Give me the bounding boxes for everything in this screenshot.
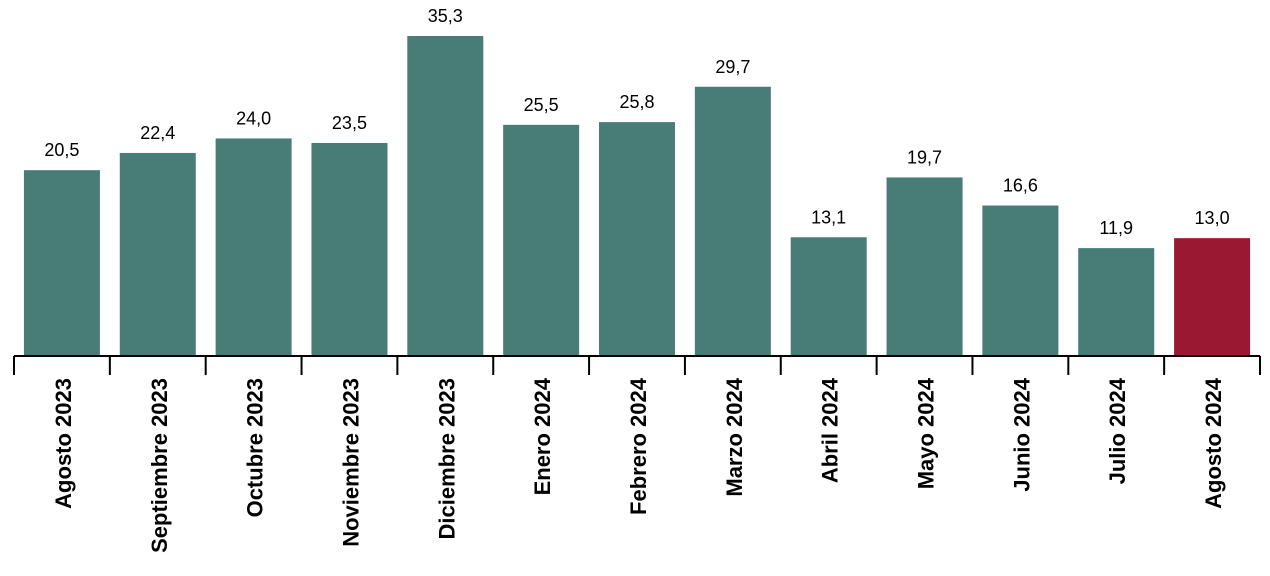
- tick-label-enero-2024: Enero 2024: [530, 377, 555, 495]
- value-label-abril-2024: 13,1: [811, 207, 846, 227]
- value-label-enero-2024: 25,5: [524, 95, 559, 115]
- value-label-octubre-2023: 24,0: [236, 108, 271, 128]
- tick-label-abril-2024: Abril 2024: [818, 377, 843, 483]
- tick-label-febrero-2024: Febrero 2024: [626, 377, 651, 515]
- tick-label-diciembre-2023: Diciembre 2023: [434, 378, 459, 539]
- tick-label-agosto-2024: Agosto 2024: [1201, 377, 1226, 509]
- bar-marzo-2024: [694, 86, 771, 356]
- bars-group: [23, 36, 1251, 357]
- tick-label-junio-2024: Junio 2024: [1009, 377, 1034, 491]
- bar-junio-2024: [982, 205, 1059, 356]
- bar-octubre-2023: [215, 138, 292, 356]
- bar-agosto-2023: [23, 170, 100, 356]
- bar-julio-2024: [1078, 248, 1155, 356]
- value-label-junio-2024: 16,6: [1003, 176, 1038, 196]
- tick-label-mayo-2024: Mayo 2024: [914, 377, 939, 489]
- value-label-noviembre-2023: 23,5: [332, 113, 367, 133]
- bar-abril-2024: [790, 237, 867, 356]
- tick-label-octubre-2023: Octubre 2023: [243, 378, 268, 517]
- tick-label-julio-2024: Julio 2024: [1105, 377, 1130, 484]
- value-label-julio-2024: 11,9: [1099, 218, 1133, 238]
- value-label-diciembre-2023: 35,3: [428, 6, 463, 26]
- value-labels-group: 20,5 22,4 24,0 23,5 35,3 25,5 25,8 29,7 13,1 19,7…: [44, 6, 1229, 238]
- bar-febrero-2024: [599, 122, 675, 357]
- value-label-septiembre-2023: 22,4: [140, 123, 175, 143]
- bar-agosto-2024: [1174, 238, 1251, 356]
- value-label-febrero-2024: 25,8: [619, 92, 654, 112]
- bar-enero-2024: [503, 124, 580, 356]
- tick-label-agosto-2023: Agosto 2023: [51, 378, 76, 509]
- bar-mayo-2024: [886, 177, 963, 356]
- bar-noviembre-2023: [311, 142, 388, 356]
- x-axis-ticks-group: [13, 356, 1261, 375]
- x-axis-tick-labels-group: Agosto 2023 Septiembre 2023 Octubre 2023 No…: [51, 377, 1226, 553]
- value-label-agosto-2023: 20,5: [44, 140, 79, 160]
- tick-label-noviembre-2023: Noviembre 2023: [338, 378, 363, 547]
- tick-label-marzo-2024: Marzo 2024: [722, 377, 747, 496]
- bar-septiembre-2023: [119, 152, 196, 356]
- value-label-marzo-2024: 29,7: [715, 57, 750, 77]
- value-label-mayo-2024: 19,7: [907, 147, 942, 167]
- tick-label-septiembre-2023: Septiembre 2023: [147, 378, 172, 553]
- bar-diciembre-2023: [407, 36, 484, 356]
- value-label-agosto-2024: 13,0: [1195, 208, 1230, 228]
